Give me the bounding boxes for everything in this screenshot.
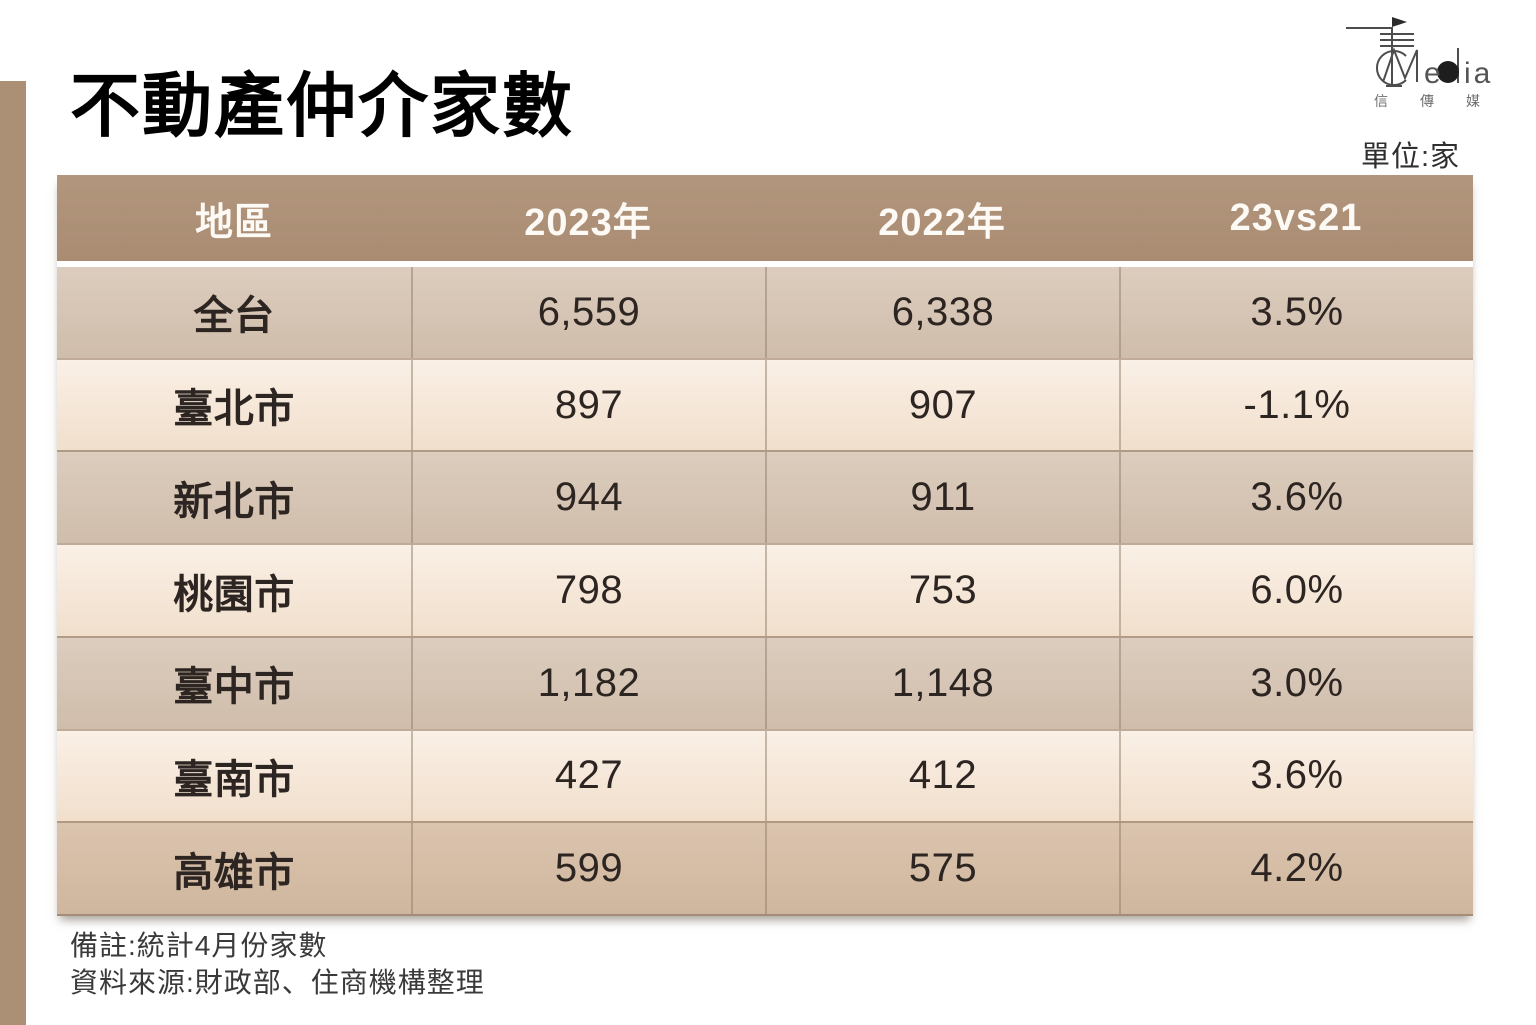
cell-2022: 575 <box>765 823 1119 915</box>
left-accent-bar <box>0 81 26 1025</box>
column-header-2022: 2022年 <box>878 201 1006 244</box>
cell-2023: 1,182 <box>411 637 765 729</box>
svg-text:ia: ia <box>1464 57 1493 90</box>
cell-change: 4.2% <box>1119 823 1473 915</box>
cell-2022: 412 <box>765 730 1119 822</box>
cell-change: 3.6% <box>1119 730 1473 822</box>
cell-region: 臺北市 <box>173 387 295 432</box>
column-header-change: 23vs21 <box>1229 196 1363 239</box>
cell-2023: 944 <box>411 452 765 544</box>
cell-change: 3.0% <box>1119 637 1473 729</box>
svg-text:e: e <box>1424 57 1441 90</box>
cell-2022: 6,338 <box>765 267 1119 358</box>
table-row: 全台 6,559 6,338 3.5% <box>57 267 1473 358</box>
cell-region: 新北市 <box>173 479 295 524</box>
cell-2023: 897 <box>411 359 765 451</box>
cell-2023: 599 <box>411 823 765 915</box>
unit-label: 單位:家 <box>1360 141 1460 173</box>
cell-change: 3.6% <box>1119 452 1473 544</box>
table-row: 臺北市 897 907 -1.1% <box>57 357 1473 451</box>
data-table: 地區 2023年 2022年 23vs21 全台 6,559 6,338 3.5… <box>57 175 1473 917</box>
table-row: 新北市 944 911 3.6% <box>57 450 1473 544</box>
cell-change: -1.1% <box>1119 359 1473 451</box>
page-title: 不動產仲介家數 <box>70 67 574 145</box>
cell-2022: 911 <box>765 452 1119 544</box>
column-header-2023: 2023年 <box>524 201 652 244</box>
cell-2022: 1,148 <box>765 637 1119 729</box>
cell-change: 6.0% <box>1119 545 1473 636</box>
cell-2023: 6,559 <box>411 267 765 358</box>
cell-region: 桃園市 <box>173 572 295 617</box>
table-row: 臺南市 427 412 3.6% <box>57 728 1473 822</box>
cell-2023: 798 <box>411 545 765 636</box>
footer-notes: 備註:統計4月份家數 資料來源:財政部、住商機構整理 <box>70 928 485 1002</box>
note-line-remark: 備註:統計4月份家數 <box>70 930 328 961</box>
table-row: 桃園市 798 753 6.0% <box>57 543 1473 636</box>
cmedia-logo: e ia 信傳媒 <box>1336 6 1508 114</box>
table-row: 高雄市 599 575 4.2% <box>57 821 1473 917</box>
cell-region: 臺中市 <box>173 665 295 710</box>
table-body: 全台 6,559 6,338 3.5% 臺北市 897 907 -1.1% 新北… <box>57 267 1473 917</box>
cmedia-logo-icon: e ia 信傳媒 <box>1346 17 1508 109</box>
cell-change: 3.5% <box>1119 267 1473 358</box>
table-row: 臺中市 1,182 1,148 3.0% <box>57 635 1473 729</box>
cell-region: 全台 <box>193 294 275 339</box>
svg-text:信傳媒: 信傳媒 <box>1374 93 1508 109</box>
note-line-source: 資料來源:財政部、住商機構整理 <box>70 966 485 998</box>
column-header-region: 地區 <box>194 201 273 244</box>
cell-region: 高雄市 <box>173 850 295 895</box>
cell-2022: 753 <box>765 545 1119 636</box>
cell-2023: 427 <box>411 730 765 822</box>
cell-region: 臺南市 <box>173 757 295 802</box>
table-header-row: 地區 2023年 2022年 23vs21 <box>57 175 1473 267</box>
cell-2022: 907 <box>765 359 1119 451</box>
